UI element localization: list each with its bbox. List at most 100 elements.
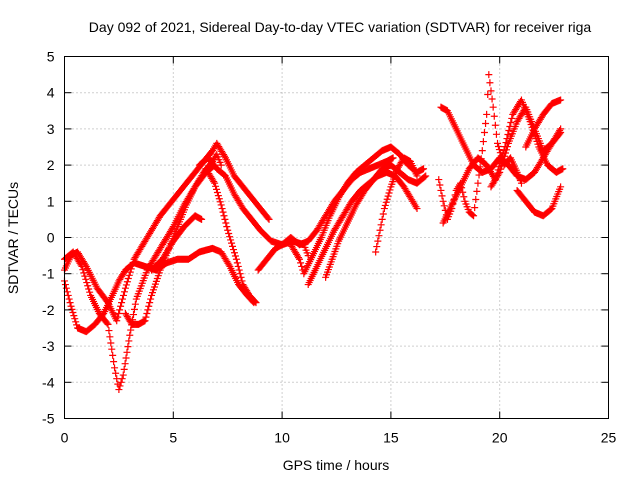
data-point bbox=[129, 258, 137, 266]
data-point bbox=[487, 87, 495, 95]
data-point bbox=[104, 320, 112, 328]
data-point bbox=[108, 345, 116, 353]
data-point bbox=[508, 114, 516, 122]
data-point bbox=[225, 229, 233, 237]
series-arc-5 bbox=[148, 212, 206, 274]
data-point bbox=[127, 326, 135, 334]
series-arc-18 bbox=[522, 96, 565, 151]
series-arc-15 bbox=[439, 96, 567, 227]
data-point bbox=[479, 138, 487, 146]
y-tick-label: -2 bbox=[42, 302, 55, 318]
data-point bbox=[422, 172, 430, 180]
data-point bbox=[109, 351, 117, 359]
data-point bbox=[437, 186, 445, 194]
data-point bbox=[198, 215, 206, 223]
data-point bbox=[126, 268, 134, 276]
data-point bbox=[556, 130, 564, 138]
data-point bbox=[498, 162, 506, 170]
data-point bbox=[71, 315, 79, 323]
data-point bbox=[389, 154, 397, 162]
data-point bbox=[107, 339, 115, 347]
y-tick-label: -4 bbox=[42, 374, 55, 390]
data-point bbox=[121, 284, 129, 292]
data-point bbox=[500, 155, 508, 163]
data-point bbox=[382, 198, 390, 206]
x-tick-label: 0 bbox=[61, 430, 69, 446]
data-point bbox=[384, 192, 392, 200]
data-point bbox=[115, 386, 123, 394]
data-point bbox=[413, 172, 421, 180]
data-point bbox=[470, 212, 478, 220]
data-point bbox=[436, 181, 444, 189]
data-point bbox=[229, 242, 237, 250]
data-point bbox=[122, 281, 130, 289]
data-point bbox=[120, 365, 128, 373]
data-point bbox=[131, 300, 139, 308]
data-point bbox=[483, 110, 491, 118]
data-point bbox=[237, 273, 245, 281]
data-point bbox=[221, 152, 229, 160]
data-point bbox=[440, 202, 448, 210]
data-point bbox=[504, 131, 512, 139]
data-point bbox=[216, 198, 224, 206]
data-point bbox=[227, 236, 235, 244]
data-point bbox=[219, 208, 227, 216]
data-point bbox=[502, 149, 510, 157]
data-point bbox=[128, 262, 136, 270]
data-point bbox=[557, 183, 565, 191]
data-point bbox=[221, 215, 229, 223]
data-point bbox=[230, 246, 238, 254]
axis-ticks bbox=[64, 56, 609, 419]
data-point bbox=[383, 195, 391, 203]
data-point bbox=[81, 272, 89, 280]
data-point bbox=[492, 130, 500, 138]
data-point bbox=[377, 221, 385, 229]
data-point bbox=[501, 152, 509, 160]
data-point bbox=[491, 121, 499, 129]
data-point bbox=[265, 215, 273, 223]
data-point bbox=[420, 165, 428, 173]
data-point bbox=[61, 281, 69, 289]
data-point bbox=[378, 215, 386, 223]
data-point bbox=[106, 333, 114, 341]
x-tick-label: 20 bbox=[492, 430, 508, 446]
data-point bbox=[471, 204, 479, 212]
series-arc-12 bbox=[372, 154, 421, 256]
data-point bbox=[490, 112, 498, 120]
data-point bbox=[459, 188, 467, 196]
data-point bbox=[298, 262, 306, 270]
data-point bbox=[143, 310, 151, 318]
y-tick-label: 0 bbox=[47, 230, 55, 246]
data-point bbox=[117, 302, 125, 310]
data-point bbox=[469, 211, 476, 219]
data-point bbox=[238, 277, 246, 285]
data-point bbox=[557, 96, 565, 104]
data-point bbox=[495, 146, 503, 154]
data-point bbox=[70, 312, 78, 320]
data-point bbox=[220, 212, 228, 220]
data-point bbox=[67, 302, 75, 310]
data-point bbox=[144, 306, 152, 314]
data-point bbox=[120, 288, 128, 296]
data-point bbox=[503, 143, 511, 151]
data-point bbox=[119, 371, 127, 379]
data-point bbox=[499, 159, 507, 167]
data-point bbox=[217, 161, 225, 169]
data-point bbox=[557, 129, 565, 137]
data-point bbox=[103, 319, 111, 327]
data-point bbox=[126, 331, 134, 339]
data-point bbox=[213, 185, 221, 193]
data-point bbox=[121, 360, 129, 368]
data-point bbox=[217, 201, 225, 209]
data-point bbox=[116, 382, 124, 390]
data-point bbox=[73, 321, 81, 329]
data-point bbox=[111, 364, 119, 372]
data-point bbox=[236, 270, 244, 278]
data-point bbox=[439, 197, 447, 205]
data-point bbox=[230, 249, 238, 257]
data-point bbox=[68, 305, 76, 313]
data-point bbox=[214, 192, 222, 200]
x-tick-label: 15 bbox=[383, 430, 399, 446]
data-point bbox=[235, 266, 243, 274]
data-point bbox=[224, 226, 232, 234]
